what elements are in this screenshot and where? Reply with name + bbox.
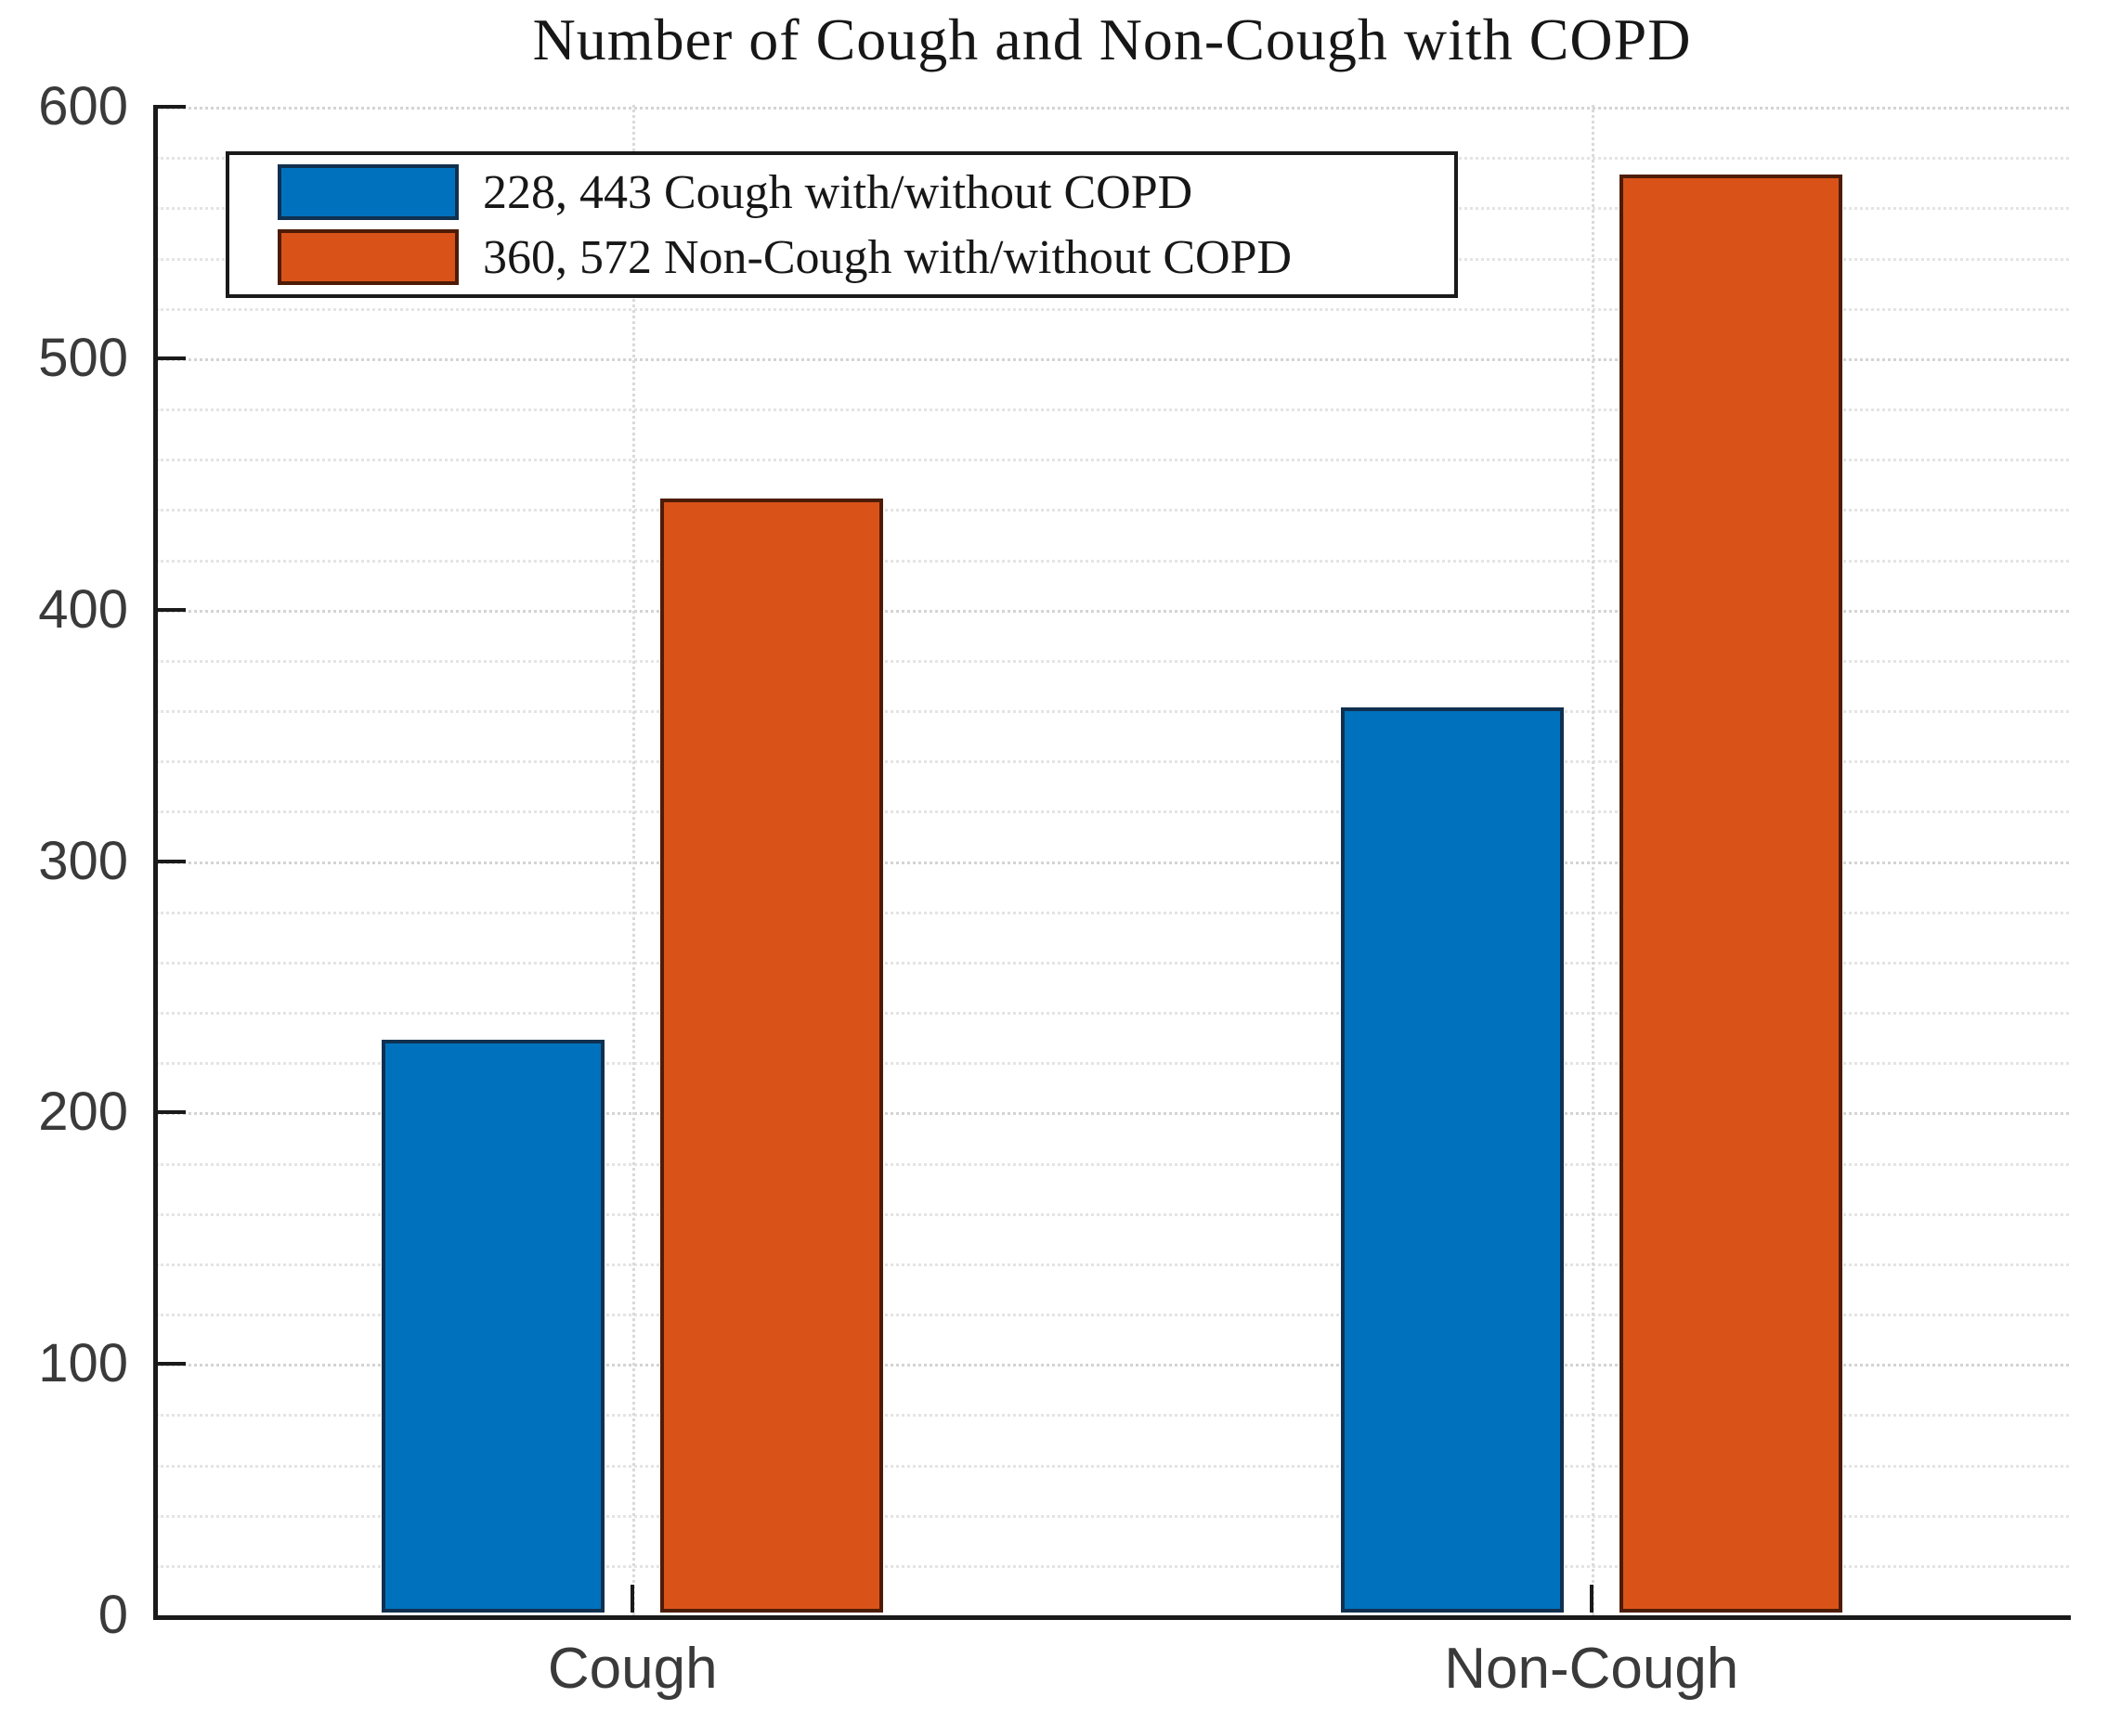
gridline-minor-horizontal	[156, 408, 2069, 411]
x-tick-mark	[1589, 1585, 1593, 1613]
y-tick-label: 100	[38, 1333, 128, 1394]
gridline-minor-horizontal	[156, 307, 2069, 311]
legend: 228, 443 Cough with/without COPD 360, 572…	[226, 151, 1458, 298]
legend-swatch	[278, 164, 459, 220]
gridline-minor-horizontal	[156, 459, 2069, 462]
chart-title: Number of Cough and Non-Cough with COPD	[532, 6, 1692, 72]
gridline-minor-horizontal	[156, 810, 2069, 814]
gridline-minor-horizontal	[156, 1012, 2069, 1015]
x-tick-mark	[631, 1585, 635, 1613]
gridline-minor-horizontal	[156, 911, 2069, 914]
gridline-major-horizontal	[156, 107, 2069, 110]
gridline-minor-horizontal	[156, 1162, 2069, 1166]
legend-swatch	[278, 229, 459, 285]
y-tick-mark	[158, 1110, 186, 1115]
y-tick-label: 600	[38, 76, 128, 136]
y-tick-mark	[158, 356, 186, 360]
y-tick-label: 0	[98, 1585, 128, 1645]
gridline-minor-horizontal	[156, 1263, 2069, 1266]
y-tick-mark	[158, 105, 186, 109]
y-tick-mark	[158, 607, 186, 612]
y-tick-mark	[158, 1362, 186, 1367]
y-tick-label: 300	[38, 830, 128, 891]
bar-non-cough-series-2	[1619, 174, 1842, 1613]
y-tick-label: 200	[38, 1082, 128, 1143]
gridline-major-horizontal	[156, 1364, 2069, 1367]
x-tick-label: Non-Cough	[1444, 1637, 1739, 1701]
gridline-minor-horizontal	[156, 559, 2069, 563]
legend-label: 360, 572 Non-Cough with/without COPD	[483, 230, 1293, 284]
bar-cough-series-1	[382, 1039, 605, 1613]
gridline-major-horizontal	[156, 609, 2069, 613]
legend-label: 228, 443 Cough with/without COPD	[483, 165, 1193, 219]
legend-item: 228, 443 Cough with/without COPD	[278, 164, 1454, 220]
gridline-minor-horizontal	[156, 1062, 2069, 1066]
y-axis-spine	[153, 105, 158, 1617]
x-tick-label: Cough	[547, 1637, 718, 1701]
gridline-minor-horizontal	[156, 659, 2069, 663]
bar-non-cough-series-1	[1340, 707, 1564, 1613]
plot-area: 228, 443 Cough with/without COPD 360, 572…	[153, 105, 2071, 1620]
gridline-minor-horizontal	[156, 1314, 2069, 1316]
gridline-minor-horizontal	[156, 710, 2069, 713]
gridline-minor-horizontal	[156, 509, 2069, 512]
bar-cough-series-2	[660, 499, 884, 1613]
gridline-major-horizontal	[156, 861, 2069, 864]
gridline-minor-horizontal	[156, 1464, 2069, 1468]
y-tick-mark	[158, 859, 186, 863]
gridline-vertical	[632, 105, 636, 1615]
gridline-minor-horizontal	[156, 961, 2069, 965]
gridline-major-horizontal	[156, 1112, 2069, 1116]
legend-item: 360, 572 Non-Cough with/without COPD	[278, 229, 1454, 285]
gridline-minor-horizontal	[156, 1212, 2069, 1216]
gridline-vertical	[1591, 105, 1594, 1615]
gridline-minor-horizontal	[156, 760, 2069, 764]
y-tick-label: 500	[38, 327, 128, 388]
gridline-minor-horizontal	[156, 1514, 2069, 1518]
gridline-minor-horizontal	[156, 1564, 2069, 1568]
x-axis-spine	[153, 1615, 2071, 1620]
gridline-major-horizontal	[156, 357, 2069, 361]
y-tick-label: 400	[38, 578, 128, 640]
gridline-minor-horizontal	[156, 1414, 2069, 1418]
